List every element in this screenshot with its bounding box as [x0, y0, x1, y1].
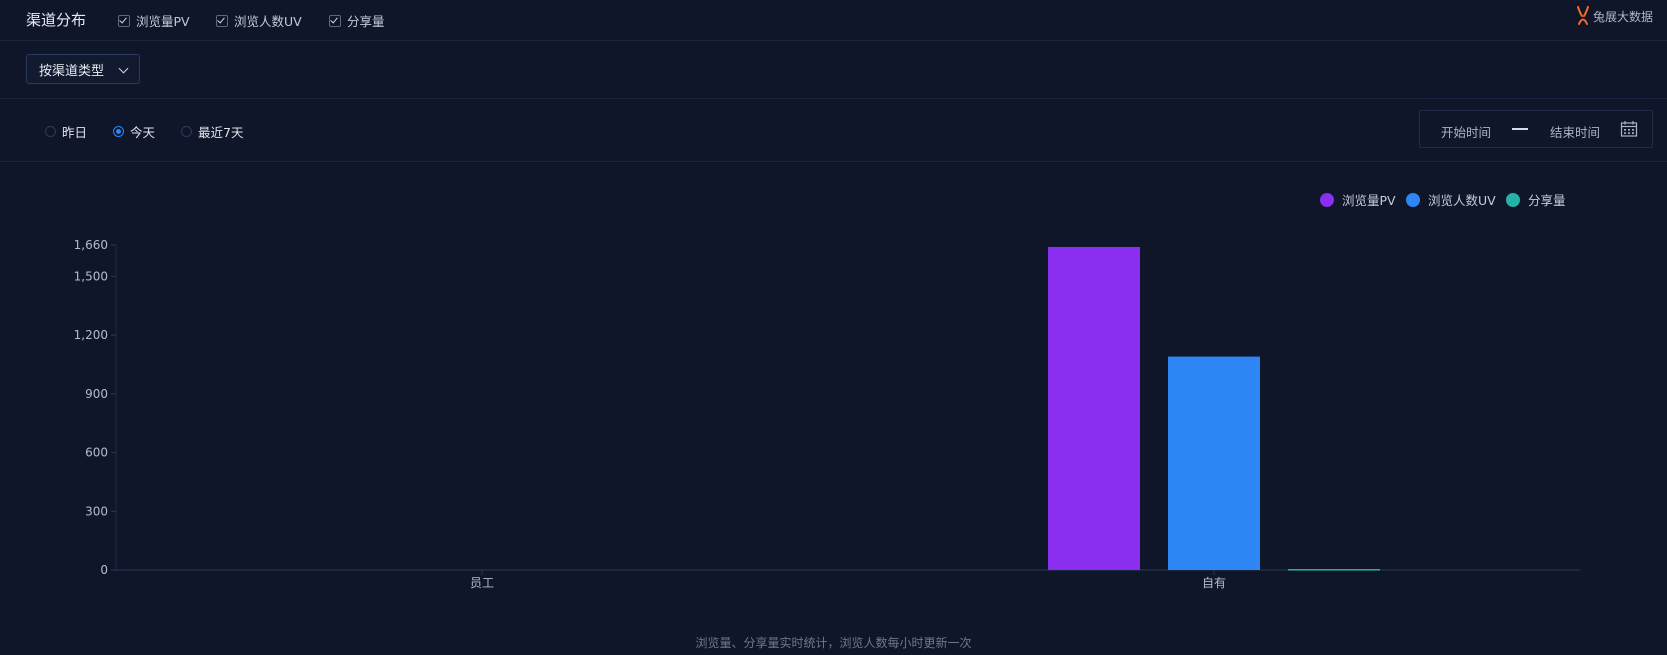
rabbit-logo-icon	[1576, 6, 1589, 25]
checkbox-uv[interactable]: 浏览人数UV	[216, 11, 302, 30]
period-bar: 昨日 今天 最近7天 开始时间 结束时间	[0, 99, 1667, 162]
radio-last-7-days-dot[interactable]	[181, 126, 192, 137]
page-title: 渠道分布	[26, 11, 87, 29]
bar-1-2	[1288, 569, 1380, 571]
start-date-input[interactable]: 开始时间	[1441, 125, 1492, 140]
filter-bar: 按渠道类型	[0, 40, 1667, 99]
chevron-down-icon	[118, 63, 129, 74]
radio-today-label: 今天	[130, 125, 156, 140]
calendar-icon[interactable]	[1620, 120, 1638, 138]
legend-item-pv[interactable]: 浏览量PV	[1320, 190, 1396, 209]
radio-yesterday-dot[interactable]	[45, 126, 56, 137]
radio-today[interactable]: 今天	[113, 122, 155, 141]
y-tick-label: 300	[85, 504, 108, 518]
legend-label-uv: 浏览人数UV	[1428, 193, 1496, 208]
footnote: 浏览量、分享量实时统计，浏览人数每小时更新一次	[695, 636, 972, 650]
legend-swatch-uv	[1406, 192, 1420, 207]
y-tick-label: 1,200	[74, 328, 108, 342]
y-tick-label: 1,500	[74, 269, 108, 283]
end-date-input[interactable]: 结束时间	[1550, 125, 1601, 140]
legend-swatch-pv	[1320, 192, 1334, 207]
checkbox-share-label: 分享量	[347, 14, 385, 29]
checkbox-share-box[interactable]	[329, 14, 341, 27]
channel-type-dropdown-label: 按渠道类型	[39, 63, 105, 79]
radio-yesterday-label: 昨日	[62, 125, 88, 140]
x-tick-label: 员工	[470, 576, 494, 590]
radio-last-7-days[interactable]: 最近7天	[181, 122, 243, 141]
brand-logo: 兔展大数据	[1575, 6, 1653, 26]
date-range-picker[interactable]: 开始时间 结束时间	[1419, 110, 1653, 148]
radio-today-dot[interactable]	[113, 126, 124, 137]
checkbox-uv-label: 浏览人数UV	[234, 14, 302, 29]
x-tick-label: 自有	[1202, 576, 1226, 590]
bar-1-1	[1168, 356, 1260, 570]
channel-type-dropdown[interactable]: 按渠道类型	[26, 54, 140, 84]
checkbox-uv-box[interactable]	[216, 14, 228, 27]
date-range-separator	[1512, 128, 1528, 130]
header-bar: 渠道分布 浏览量PV 浏览人数UV 分享量 兔展大数据	[0, 0, 1667, 41]
checkbox-pv-label: 浏览量PV	[136, 14, 190, 29]
legend-label-share: 分享量	[1528, 193, 1566, 208]
brand-name: 兔展大数据	[1592, 9, 1653, 24]
checkbox-pv[interactable]: 浏览量PV	[118, 11, 190, 30]
radio-yesterday[interactable]: 昨日	[45, 122, 87, 141]
y-tick-label: 600	[85, 446, 108, 460]
radio-last-7-days-label: 最近7天	[198, 125, 244, 140]
bar-1-0	[1048, 246, 1140, 570]
y-tick-label: 1,660	[74, 238, 108, 252]
legend-item-uv[interactable]: 浏览人数UV	[1406, 190, 1496, 209]
legend-label-pv: 浏览量PV	[1342, 193, 1396, 208]
y-tick-label: 900	[85, 387, 108, 401]
checkbox-pv-box[interactable]	[118, 14, 130, 27]
checkbox-share[interactable]: 分享量	[329, 11, 385, 30]
legend-swatch-share	[1506, 192, 1520, 207]
y-tick-label: 0	[100, 563, 108, 577]
legend-item-share[interactable]: 分享量	[1506, 190, 1566, 209]
